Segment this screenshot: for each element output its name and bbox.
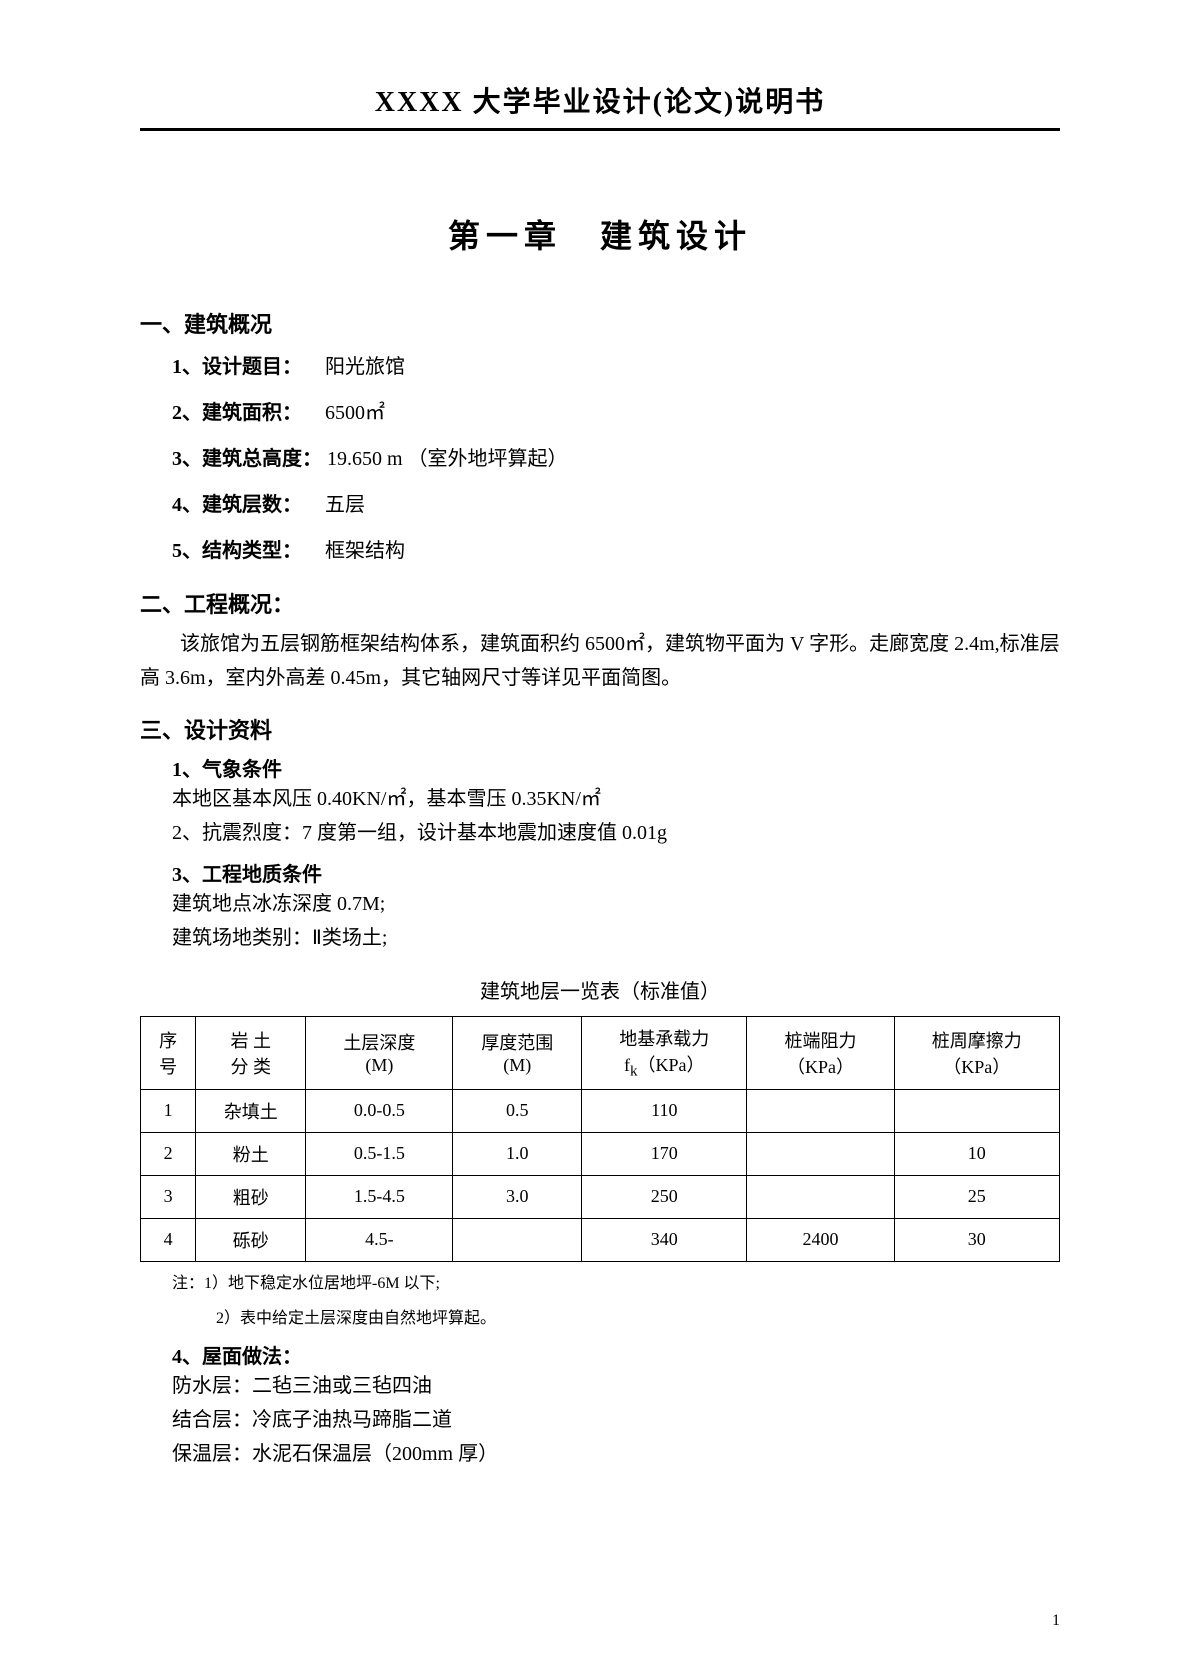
item-label: 2、建筑面积： xyxy=(172,402,302,424)
item-label: 4、建筑层数： xyxy=(172,494,302,516)
paper-header-title: XXXX 大学毕业设计(论文)说明书 xyxy=(140,80,1060,131)
table-cell: 0.5 xyxy=(453,1089,582,1132)
table-cell: 250 xyxy=(582,1175,747,1218)
section-1-title: 一、建筑概况 xyxy=(140,307,1060,339)
table-header-cell: 厚度范围(M) xyxy=(453,1017,582,1090)
item-value: 框架结构 xyxy=(325,540,405,562)
table-cell xyxy=(747,1175,894,1218)
overview-item-5: 5、结构类型： 框架结构 xyxy=(172,533,1060,569)
table-cell: 1.0 xyxy=(453,1132,582,1175)
table-cell: 0.5-1.5 xyxy=(306,1132,453,1175)
table-header-cell: 岩 土分 类 xyxy=(196,1017,306,1090)
sub-1-title: 1、气象条件 xyxy=(172,753,1060,782)
table-cell: 340 xyxy=(582,1218,747,1261)
geology-table: 序号岩 土分 类土层深度(M)厚度范围(M)地基承载力fk（KPa）桩端阻力（K… xyxy=(140,1016,1060,1262)
table-cell: 2400 xyxy=(747,1218,894,1261)
table-note-1: 注：1）地下稳定水位居地坪-6M 以下; xyxy=(172,1270,1060,1297)
roof-line-1: 防水层：二毡三油或三毡四油 xyxy=(172,1369,1060,1403)
weather-line: 本地区基本风压 0.40KN/㎡，基本雪压 0.35KN/㎡ xyxy=(172,782,1060,816)
item-value: 阳光旅馆 xyxy=(325,356,405,378)
table-cell: 2 xyxy=(141,1132,196,1175)
table-cell: 粗砂 xyxy=(196,1175,306,1218)
table-row: 2粉土0.5-1.51.0170 10 xyxy=(141,1132,1060,1175)
table-cell: 1.5-4.5 xyxy=(306,1175,453,1218)
geo-line-2: 建筑场地类别：Ⅱ类场土; xyxy=(172,921,1060,955)
table-header-cell: 桩周摩擦力（KPa） xyxy=(894,1017,1059,1090)
roof-line-2: 结合层：冷底子油热马蹄脂二道 xyxy=(172,1403,1060,1437)
table-cell: 3 xyxy=(141,1175,196,1218)
page-number: 1 xyxy=(1052,1612,1060,1630)
sub-4-title: 4、屋面做法： xyxy=(172,1340,1060,1369)
table-cell: 170 xyxy=(582,1132,747,1175)
table-cell: 3.0 xyxy=(453,1175,582,1218)
section-2-title: 二、工程概况： xyxy=(140,587,1060,619)
seismic-text: 2、抗震烈度：7 度第一组，设计基本地震加速度值 0.01g xyxy=(172,822,667,844)
item-value: 6500㎡ xyxy=(325,402,385,424)
table-row: 3粗砂1.5-4.53.0250 25 xyxy=(141,1175,1060,1218)
table-cell: 110 xyxy=(582,1089,747,1132)
seismic-line: 2、抗震烈度：7 度第一组，设计基本地震加速度值 0.01g xyxy=(172,816,1060,850)
table-cell: 砾砂 xyxy=(196,1218,306,1261)
table-cell: 0.0-0.5 xyxy=(306,1089,453,1132)
item-value: 19.650 m （室外地坪算起） xyxy=(327,448,568,470)
sub-3-title: 3、工程地质条件 xyxy=(172,858,1060,887)
section-3-title: 三、设计资料 xyxy=(140,713,1060,745)
overview-item-1: 1、设计题目： 阳光旅馆 xyxy=(172,349,1060,385)
item-label: 5、结构类型： xyxy=(172,540,302,562)
table-cell: 杂填土 xyxy=(196,1089,306,1132)
roof-line-3: 保温层：水泥石保温层（200mm 厚） xyxy=(172,1437,1060,1471)
table-header-cell: 土层深度(M) xyxy=(306,1017,453,1090)
table-header-cell: 序号 xyxy=(141,1017,196,1090)
table-cell xyxy=(453,1218,582,1261)
item-label: 3、建筑总高度： xyxy=(172,448,322,470)
table-header-cell: 地基承载力fk（KPa） xyxy=(582,1017,747,1090)
table-row: 1杂填土0.0-0.50.5110 xyxy=(141,1089,1060,1132)
table-cell xyxy=(747,1132,894,1175)
table-note-2: 2）表中给定土层深度由自然地坪算起。 xyxy=(216,1305,1060,1332)
table-cell: 30 xyxy=(894,1218,1059,1261)
overview-item-4: 4、建筑层数： 五层 xyxy=(172,487,1060,523)
table-cell: 1 xyxy=(141,1089,196,1132)
geo-table-caption: 建筑地层一览表（标准值） xyxy=(140,975,1060,1004)
table-cell: 4.5- xyxy=(306,1218,453,1261)
overview-item-2: 2、建筑面积： 6500㎡ xyxy=(172,395,1060,431)
project-overview-paragraph: 该旅馆为五层钢筋框架结构体系，建筑面积约 6500㎡，建筑物平面为 V 字形。走… xyxy=(140,627,1060,695)
table-cell: 10 xyxy=(894,1132,1059,1175)
table-header-cell: 桩端阻力（KPa） xyxy=(747,1017,894,1090)
overview-item-3: 3、建筑总高度： 19.650 m （室外地坪算起） xyxy=(172,441,1060,477)
table-cell xyxy=(894,1089,1059,1132)
table-cell xyxy=(747,1089,894,1132)
geo-line-1: 建筑地点冰冻深度 0.7M; xyxy=(172,887,1060,921)
item-value: 五层 xyxy=(325,494,365,516)
table-cell: 25 xyxy=(894,1175,1059,1218)
table-cell: 粉土 xyxy=(196,1132,306,1175)
table-row: 4砾砂4.5- 340240030 xyxy=(141,1218,1060,1261)
item-label: 1、设计题目： xyxy=(172,356,302,378)
chapter-title: 第一章 建筑设计 xyxy=(140,211,1060,257)
table-cell: 4 xyxy=(141,1218,196,1261)
